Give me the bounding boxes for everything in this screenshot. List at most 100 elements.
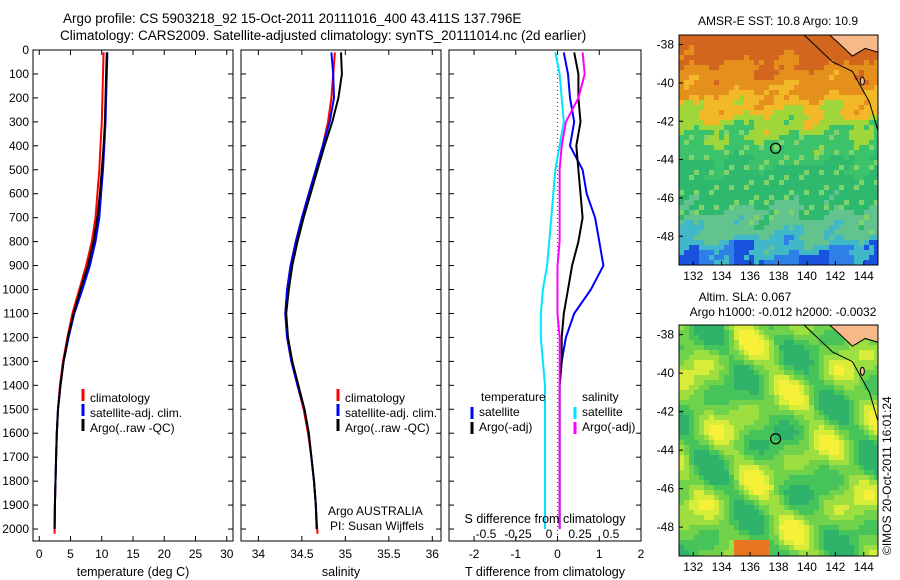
figure-title-line2: Climatology: CARS2009. Satellite-adjuste… bbox=[60, 28, 587, 43]
lon-tick-label: 136 bbox=[740, 269, 760, 283]
y-tick-label: 400 bbox=[9, 139, 29, 153]
lat-tick-label: -38 bbox=[657, 38, 675, 52]
y-tick-label: 0 bbox=[22, 43, 29, 57]
lat-tick-label: -48 bbox=[657, 229, 675, 243]
lon-tick-label: 132 bbox=[683, 269, 703, 283]
lon-tick-label: 138 bbox=[768, 560, 788, 574]
lon-tick-label: 132 bbox=[683, 560, 703, 574]
map-field bbox=[679, 35, 878, 265]
lon-tick-label: 134 bbox=[712, 560, 732, 574]
panel-difference bbox=[448, 49, 642, 542]
lat-tick-label: -44 bbox=[657, 443, 675, 457]
legend-label: climatology bbox=[90, 391, 150, 405]
x-tick-label: 15 bbox=[126, 547, 140, 561]
y-tick-label: 1400 bbox=[2, 378, 29, 392]
panel-frame bbox=[448, 49, 642, 542]
x-tick-label: 10 bbox=[95, 547, 109, 561]
legend-label: climatology bbox=[345, 391, 405, 405]
y-tick-label: 1900 bbox=[2, 498, 29, 512]
panel-frame bbox=[240, 49, 442, 542]
y-tick-label: 600 bbox=[9, 187, 29, 201]
y-tick-label: 1200 bbox=[2, 330, 29, 344]
series-line-climatology bbox=[284, 52, 336, 534]
lon-tick-label: 144 bbox=[854, 560, 874, 574]
argo-float-marker bbox=[770, 142, 782, 154]
series-line-argo-raw-qc- bbox=[285, 52, 343, 530]
y-tick-label: 1500 bbox=[2, 402, 29, 416]
y-tick-label: 1800 bbox=[2, 474, 29, 488]
x-tick-label: 20 bbox=[158, 547, 172, 561]
series-line-salinity-satellite bbox=[539, 52, 565, 529]
lon-tick-label: 142 bbox=[825, 269, 845, 283]
x-tick-label: 25 bbox=[189, 547, 203, 561]
argo-float-marker bbox=[770, 433, 782, 445]
y-tick-label: 700 bbox=[9, 211, 29, 225]
x-tick-label: 5 bbox=[67, 547, 74, 561]
legend-label: satellite bbox=[582, 405, 623, 419]
y-tick-label: 800 bbox=[9, 235, 29, 249]
legend-label: Argo(..raw -QC) bbox=[90, 421, 175, 435]
x-axis-label: temperature (deg C) bbox=[77, 565, 190, 579]
y-tick-label: 200 bbox=[9, 91, 29, 105]
series-line-salinity-argo-adj- bbox=[556, 52, 586, 529]
panel-frame bbox=[32, 49, 234, 542]
land-island bbox=[859, 76, 865, 86]
s-tick-label: -0.5 bbox=[476, 527, 497, 541]
x-tick-label: 34.5 bbox=[290, 547, 314, 561]
s-tick-label: -0.25 bbox=[504, 527, 532, 541]
salinity-diff-axis-label: S difference from climatology bbox=[465, 512, 627, 526]
lat-tick-label: -48 bbox=[657, 520, 675, 534]
lon-tick-label: 136 bbox=[740, 560, 760, 574]
lon-tick-label: 140 bbox=[797, 560, 817, 574]
map-sst_map bbox=[678, 34, 879, 266]
x-tick-label: 2 bbox=[638, 547, 645, 561]
bathymetry-contour bbox=[803, 325, 878, 422]
x-tick-label: 35.5 bbox=[377, 547, 401, 561]
y-tick-label: 900 bbox=[9, 259, 29, 273]
legend-title-temperature: temperature bbox=[481, 390, 546, 404]
lon-tick-label: 138 bbox=[768, 269, 788, 283]
x-tick-label: 36 bbox=[426, 547, 440, 561]
lon-tick-label: 140 bbox=[797, 269, 817, 283]
panel-temperature bbox=[32, 49, 234, 542]
sla-map-subtitle: Argo h1000: -0.012 h2000: -0.0032 bbox=[690, 305, 877, 319]
panel-salinity bbox=[240, 49, 442, 542]
y-tick-label: 500 bbox=[9, 163, 29, 177]
lat-tick-label: -42 bbox=[657, 114, 675, 128]
series-line-argo-raw-qc- bbox=[53, 52, 108, 530]
legend-label: satellite-adj. clim. bbox=[345, 406, 437, 420]
lat-tick-label: -42 bbox=[657, 405, 675, 419]
x-tick-label: 0 bbox=[554, 547, 561, 561]
lat-tick-label: -40 bbox=[657, 366, 675, 380]
legend-label: Argo(-adj) bbox=[582, 420, 635, 434]
x-tick-label: -1 bbox=[510, 547, 521, 561]
sst-map-title: AMSR-E SST: 10.8 Argo: 10.9 bbox=[698, 14, 858, 28]
legend-label: satellite bbox=[479, 405, 520, 419]
y-tick-label: 1000 bbox=[2, 283, 29, 297]
lat-tick-label: -40 bbox=[657, 76, 675, 90]
figure-title-line1: Argo profile: CS 5903218_92 15-Oct-2011 … bbox=[63, 11, 522, 26]
y-tick-label: 1100 bbox=[3, 306, 29, 320]
legend-title-salinity: salinity bbox=[582, 390, 619, 404]
map-sla_map bbox=[678, 324, 879, 557]
sla-map-title: Altim. SLA: 0.067 bbox=[699, 290, 792, 304]
argo-annotation-pi: PI: Susan Wijffels bbox=[330, 519, 424, 533]
lat-tick-label: -44 bbox=[657, 153, 675, 167]
x-tick-label: 0 bbox=[36, 547, 43, 561]
y-tick-label: 1300 bbox=[2, 354, 29, 368]
lon-tick-label: 134 bbox=[712, 269, 732, 283]
x-tick-label: 30 bbox=[220, 547, 234, 561]
x-axis-label: salinity bbox=[322, 565, 361, 579]
s-tick-label: 0.5 bbox=[603, 527, 620, 541]
lat-tick-label: -46 bbox=[657, 191, 675, 205]
lat-tick-label: -46 bbox=[657, 482, 675, 496]
s-tick-label: 0.25 bbox=[568, 527, 592, 541]
y-tick-label: 100 bbox=[9, 67, 29, 81]
y-tick-label: 1700 bbox=[2, 450, 29, 464]
land-island bbox=[859, 366, 865, 376]
land-mainland bbox=[828, 35, 878, 57]
legend-label: Argo(..raw -QC) bbox=[345, 421, 430, 435]
x-tick-label: 35 bbox=[339, 547, 353, 561]
bathymetry-contour bbox=[803, 35, 878, 131]
argo-annotation-program: Argo AUSTRALIA bbox=[328, 504, 423, 518]
